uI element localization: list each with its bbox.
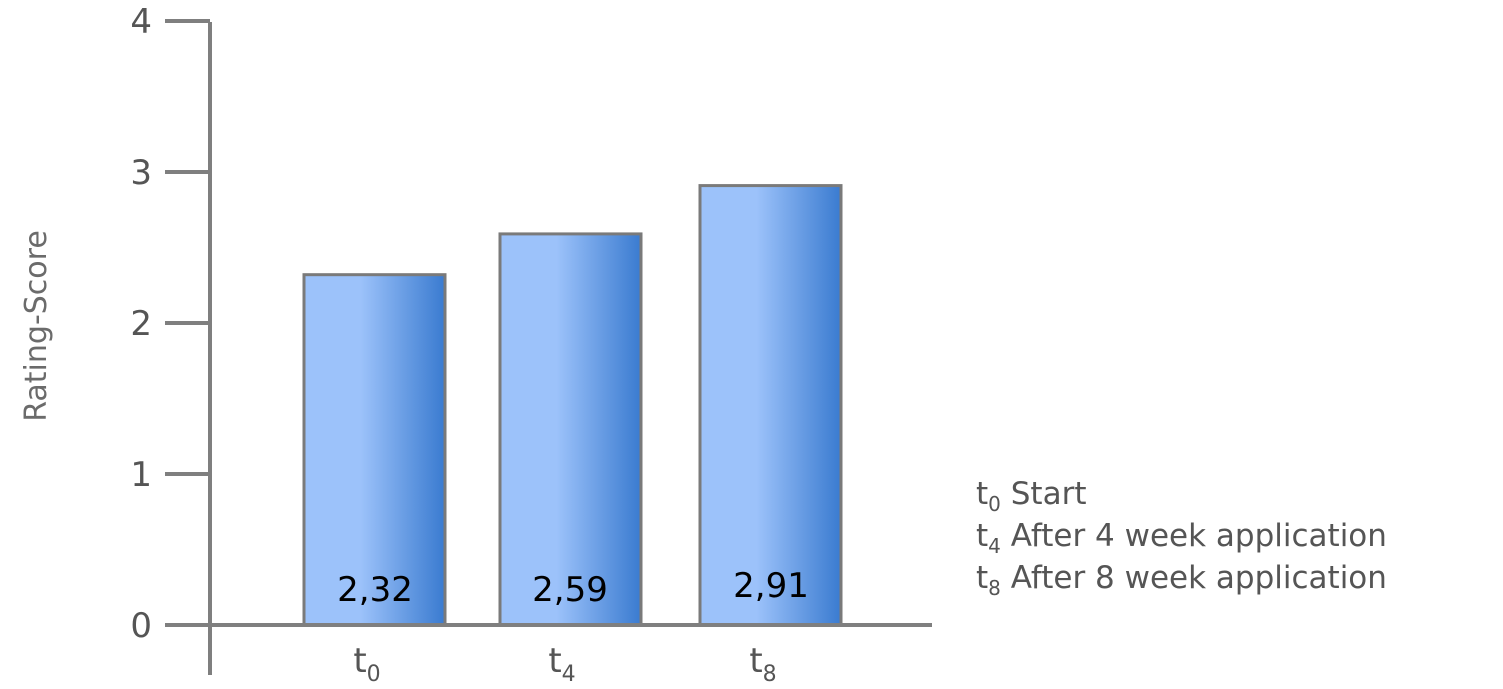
- bar-1: [498, 232, 643, 627]
- data-label-2: 2,91: [733, 566, 809, 606]
- legend-item-0: t0 Start: [976, 473, 1387, 515]
- y-tick-label-0: 0: [130, 606, 152, 646]
- legend: t0 Start t4 After 4 week application t8 Af…: [976, 473, 1387, 599]
- bars-layer: [302, 184, 843, 627]
- legend-item-text: After 4 week application: [1000, 518, 1387, 554]
- legend-item-symbol: t: [976, 560, 989, 596]
- data-label-1: 2,59: [532, 570, 608, 610]
- legend-item-2: t8 After 8 week application: [976, 557, 1387, 599]
- x-tick-label-0: t0: [353, 641, 380, 687]
- y-axis-label-group: Rating-Score: [19, 230, 54, 422]
- y-tick-label-2: 2: [130, 304, 152, 344]
- ticks-layer: 0 1 2 3 4: [130, 2, 210, 646]
- axes-layer: [165, 22, 932, 675]
- bar-0: [302, 273, 447, 627]
- data-label-0: 2,32: [337, 570, 413, 610]
- x-tick-label-1: t4: [548, 641, 575, 687]
- y-axis-label: Rating-Score: [19, 230, 54, 422]
- y-tick-label-4: 4: [130, 2, 152, 42]
- labels-layer: t0 t4 t8 2,32 2,59 2,91: [337, 566, 809, 687]
- legend-item-text: Start: [1000, 476, 1087, 512]
- legend-item-text: After 8 week application: [1000, 560, 1387, 596]
- y-tick-label-1: 1: [130, 455, 152, 495]
- y-tick-label-3: 3: [130, 153, 152, 193]
- legend-item-1: t4 After 4 week application: [976, 515, 1387, 557]
- legend-item-symbol: t: [976, 518, 989, 554]
- legend-item-symbol: t: [976, 476, 989, 512]
- legend-item-subscript: 0: [988, 492, 1001, 516]
- bar-2: [698, 184, 843, 627]
- x-tick-label-2: t8: [749, 641, 776, 687]
- legend-item-subscript: 8: [988, 576, 1001, 600]
- legend-item-subscript: 4: [988, 534, 1001, 558]
